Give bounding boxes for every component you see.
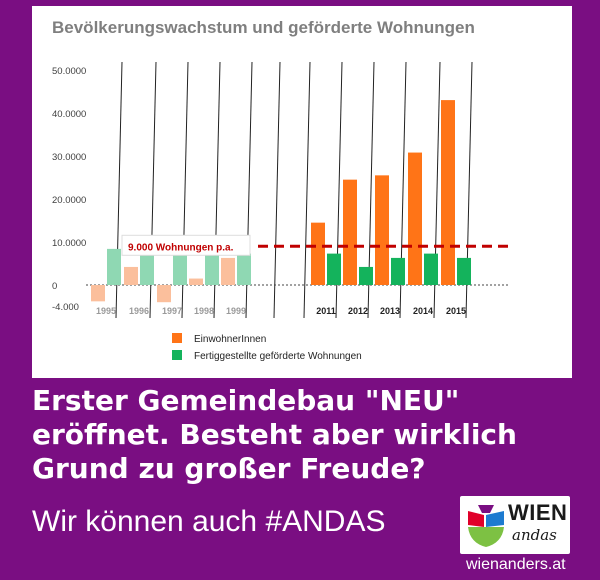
y-tick-label: -4.000 [52, 302, 79, 313]
x-tick-label: 1997 [162, 306, 182, 316]
bar-wohnungen [457, 257, 471, 285]
x-tick-label: 1996 [129, 306, 149, 316]
legend-swatch-wohnungen [172, 350, 182, 360]
x-tick-label: 1999 [226, 306, 246, 316]
x-tick-label: 2012 [348, 306, 368, 316]
y-tick-label: 30.0000 [52, 152, 86, 163]
bar-wohnungen [359, 266, 373, 285]
bar-einwohner [221, 257, 235, 285]
reference-label: 9.000 Wohnungen p.a. [128, 242, 234, 253]
x-tick-label: 2013 [380, 306, 400, 316]
reference-label-box [121, 234, 251, 256]
bar-wohnungen [391, 257, 405, 285]
bar-einwohner [343, 179, 357, 285]
bar-einwohner [311, 222, 325, 285]
bar-einwohner [375, 175, 389, 285]
headline: Erster Gemeindebau "NEU" eröffnet. Beste… [32, 384, 517, 485]
shield-icon [468, 505, 504, 547]
bar-wohnungen [173, 252, 187, 285]
bar-wohnungen [237, 253, 251, 285]
bar-einwohner [124, 266, 138, 285]
bar-einwohner [408, 152, 422, 285]
y-tick-label: 20.0000 [52, 195, 86, 206]
logo-andas-text: andas [512, 526, 557, 544]
site-url-link[interactable]: wienanders.at [466, 556, 566, 573]
y-tick-label: 10.0000 [52, 238, 86, 249]
bar-einwohner [441, 100, 455, 285]
grid-line [303, 61, 311, 319]
legend-label-einwohner: EinwohnerInnen [194, 334, 266, 345]
chart-title: Bevölkerungswachstum und geförderte Wohn… [52, 18, 475, 37]
x-tick-label: 2014 [413, 306, 433, 316]
y-tick-label: 50.0000 [52, 66, 86, 77]
grid-line [273, 61, 281, 319]
y-tick-label: 40.0000 [52, 109, 86, 120]
x-tick-label: 1995 [96, 306, 116, 316]
x-tick-label: 2011 [316, 306, 336, 316]
bar-einwohner [189, 278, 203, 285]
tagline: Wir können auch #ANDAS [32, 505, 386, 538]
wien-andas-logo[interactable]: WIEN andas [460, 496, 570, 554]
logo-wien-text: WIEN [508, 500, 568, 525]
x-tick-label: 2015 [446, 306, 466, 316]
bar-chart: 50.0000 40.0000 30.0000 20.0000 10.0000 0 -4.0… [52, 61, 510, 362]
bar-wohnungen [424, 253, 438, 285]
chart-panel: Bevölkerungswachstum und geförderte Wohn… [32, 6, 572, 378]
x-tick-label: 1998 [194, 306, 214, 316]
bar-einwohner [91, 285, 105, 302]
legend-label-wohnungen: Fertiggestellte geförderte Wohnungen [194, 351, 362, 362]
bar-wohnungen [327, 253, 341, 285]
bar-einwohner [157, 285, 171, 303]
bar-wohnungen [140, 253, 154, 285]
bar-wohnungen [205, 254, 219, 285]
bar-wohnungen [107, 248, 121, 285]
y-tick-label: 0 [52, 281, 57, 292]
legend-swatch-einwohner [172, 333, 182, 343]
